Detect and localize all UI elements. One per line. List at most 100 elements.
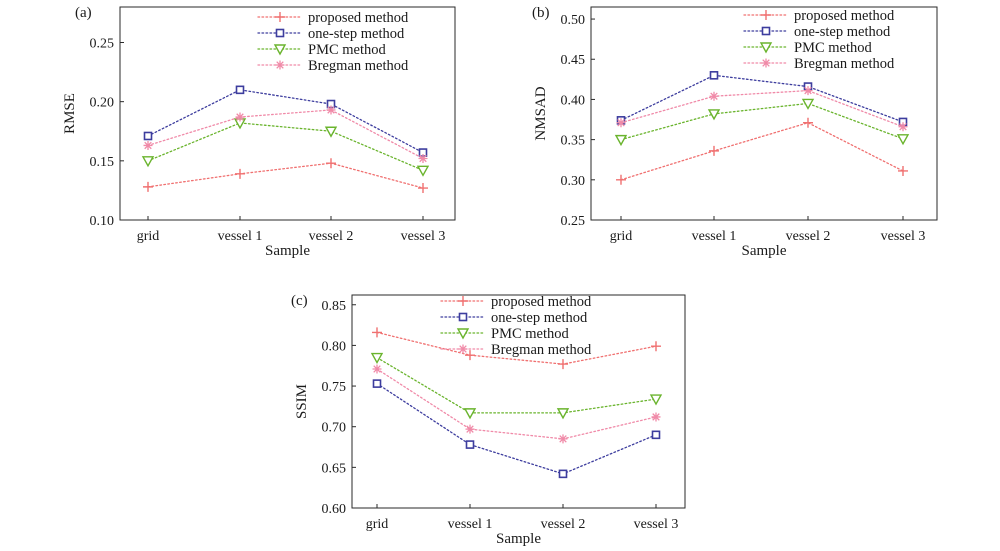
legend-label: proposed method — [491, 294, 592, 310]
panel-label: (c) — [291, 293, 308, 309]
data-point — [651, 412, 661, 422]
y-tick-label: 0.20 — [90, 96, 115, 111]
data-point — [326, 158, 336, 169]
series-bregman-method — [372, 364, 661, 444]
y-tick-label: 0.75 — [322, 380, 347, 395]
data-point — [558, 469, 568, 479]
data-point — [465, 350, 475, 361]
data-point — [896, 134, 910, 146]
x-axis-label: Sample — [265, 243, 310, 259]
x-tick-label: vessel 2 — [541, 517, 586, 532]
series-pmc-method — [614, 98, 910, 147]
data-point — [235, 112, 245, 122]
panel-label: (a) — [75, 5, 92, 21]
legend-marker — [458, 344, 468, 354]
data-point — [465, 424, 475, 434]
data-point — [558, 434, 568, 444]
data-point — [326, 105, 336, 115]
plot-frame — [119, 6, 456, 221]
x-tick-label: grid — [366, 517, 389, 532]
y-axis-label: NMSAD — [533, 86, 549, 140]
series-line — [620, 122, 904, 181]
legend-label: one-step method — [308, 26, 405, 42]
y-tick-label: 0.25 — [90, 37, 115, 52]
legend-marker — [761, 10, 771, 20]
series-line — [376, 368, 657, 440]
y-axis-label: SSIM — [294, 384, 310, 419]
legend-marker — [275, 12, 285, 22]
chart-panel-b: 0.25 0.30 0.35 0.40 0.45 0.50 grid vessel 1 vess… — [532, 5, 938, 259]
data-point — [418, 153, 428, 163]
legend-label: PMC method — [308, 42, 386, 58]
series-line — [147, 109, 424, 160]
data-point — [235, 168, 245, 179]
x-tick-label: vessel 2 — [786, 229, 831, 244]
x-axis-label: Sample — [742, 243, 787, 259]
legend-label: Bregman method — [491, 342, 592, 358]
legend-label: Bregman method — [308, 58, 409, 74]
panel-label: (b) — [532, 5, 550, 21]
y-tick-label: 0.25 — [561, 214, 586, 229]
data-point — [898, 165, 908, 176]
legend-marker — [273, 44, 287, 56]
data-point — [463, 408, 477, 420]
series-line — [376, 331, 657, 365]
x-tick-label: vessel 3 — [401, 229, 446, 244]
y-tick-label: 0.40 — [561, 93, 586, 108]
data-point — [372, 364, 382, 374]
data-point — [616, 174, 626, 185]
series-line — [376, 356, 657, 414]
x-tick-label: vessel 3 — [881, 229, 926, 244]
legend-label: PMC method — [491, 326, 569, 342]
data-point — [709, 145, 719, 156]
data-point — [143, 140, 153, 150]
x-tick-label: vessel 3 — [634, 517, 679, 532]
legend-label: Bregman method — [794, 56, 895, 72]
y-tick-label: 0.45 — [561, 53, 586, 68]
x-tick-label: vessel 1 — [218, 229, 263, 244]
series-line — [620, 74, 904, 123]
data-point — [803, 117, 813, 128]
y-tick-label: 0.30 — [561, 174, 586, 189]
series-proposed-method — [372, 327, 661, 370]
y-tick-label: 0.70 — [322, 421, 347, 436]
series-proposed-method — [143, 158, 428, 194]
legend-marker — [761, 58, 771, 68]
y-tick-label: 0.35 — [561, 134, 586, 149]
x-tick-label: vessel 2 — [309, 229, 354, 244]
data-point — [372, 327, 382, 338]
y-tick-label: 0.85 — [322, 299, 347, 314]
data-point — [416, 165, 430, 177]
legend-label: one-step method — [794, 24, 891, 40]
x-tick-label: grid — [137, 229, 160, 244]
legend-marker — [761, 26, 771, 36]
x-tick-label: grid — [610, 229, 633, 244]
data-point — [709, 91, 719, 101]
chart-panel-a: 0.10 0.15 0.20 0.25 grid vessel 1 vessel 2 vess… — [62, 5, 456, 259]
series-line — [620, 102, 904, 141]
data-point — [418, 183, 428, 194]
y-tick-label: 0.10 — [90, 214, 115, 229]
series-line — [147, 122, 424, 171]
data-point — [143, 181, 153, 192]
series-line — [376, 382, 657, 475]
legend-marker — [458, 312, 468, 322]
data-point — [143, 131, 153, 141]
series-line — [620, 89, 904, 128]
data-point — [141, 156, 155, 168]
y-tick-label: 0.50 — [561, 13, 586, 28]
data-point — [372, 379, 382, 388]
data-point — [709, 71, 719, 80]
y-axis-label: RMSE — [62, 93, 78, 134]
series-line — [147, 89, 424, 154]
series-one-step-method — [616, 71, 908, 127]
legend-marker — [456, 328, 470, 340]
legend-label: proposed method — [794, 8, 895, 24]
legend-label: one-step method — [491, 310, 588, 326]
data-point — [556, 408, 570, 420]
data-point — [898, 122, 908, 132]
x-axis-label: Sample — [496, 531, 541, 547]
